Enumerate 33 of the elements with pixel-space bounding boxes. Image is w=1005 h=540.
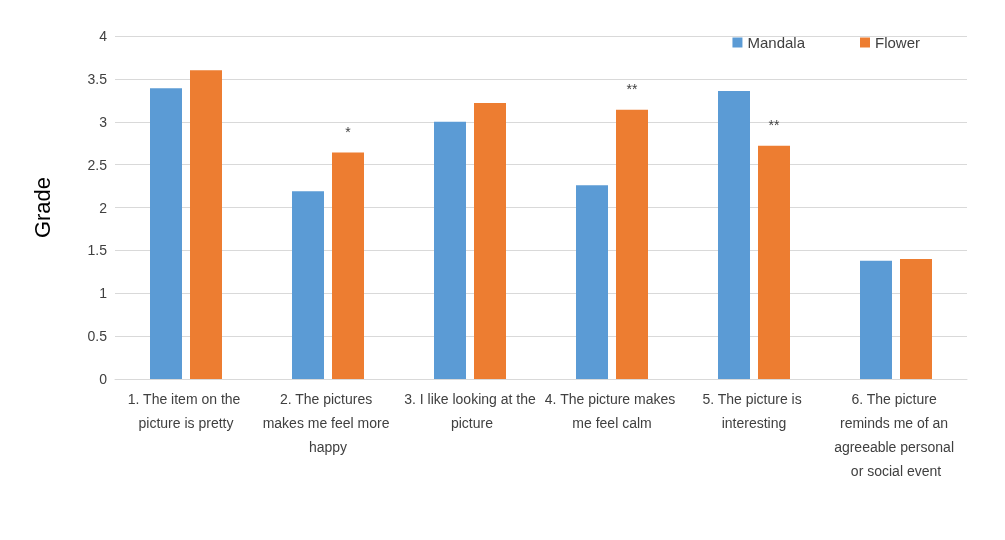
x-tick-label: 3. I like looking at the picture [404, 391, 536, 431]
bar [718, 90, 750, 379]
data-label: ** [768, 116, 780, 133]
y-tick-label: 3 [99, 113, 108, 130]
x-tick-label: 1. The item on the picture is pretty [127, 391, 245, 431]
bar [332, 152, 364, 379]
bar [434, 121, 466, 379]
data-label: ** [626, 80, 638, 97]
legend-label: Flower [874, 34, 921, 51]
y-tick-label: 1.5 [87, 242, 108, 259]
y-tick-label: 0.5 [87, 328, 108, 345]
legend-label: Mandala [747, 34, 806, 51]
bar [190, 70, 222, 379]
bar [860, 260, 892, 379]
bar [900, 258, 932, 379]
bar [292, 191, 324, 379]
x-tick-label: 4. The picture makes me feel calm [544, 391, 680, 431]
x-tick-label: 5. The picture is interesting [702, 391, 806, 431]
y-tick-label: 1 [99, 285, 108, 302]
y-tick-label: 4 [99, 28, 108, 44]
y-tick-label: 2.5 [87, 156, 108, 173]
bar [576, 185, 608, 379]
data-label: * [345, 123, 352, 140]
bar [616, 109, 648, 379]
bar [758, 145, 790, 379]
y-tick-label: 2 [99, 199, 108, 216]
y-axis-title: Grade [29, 176, 55, 239]
x-tick-label: 6. The picture reminds me of an agreeable personal or social event [834, 391, 958, 479]
bar [150, 88, 182, 379]
y-tick-label: 3.5 [87, 70, 108, 87]
x-tick-label: 2. The pictures makes me feel more happy [262, 391, 394, 455]
bar [474, 102, 506, 379]
y-tick-label: 0 [99, 371, 108, 387]
